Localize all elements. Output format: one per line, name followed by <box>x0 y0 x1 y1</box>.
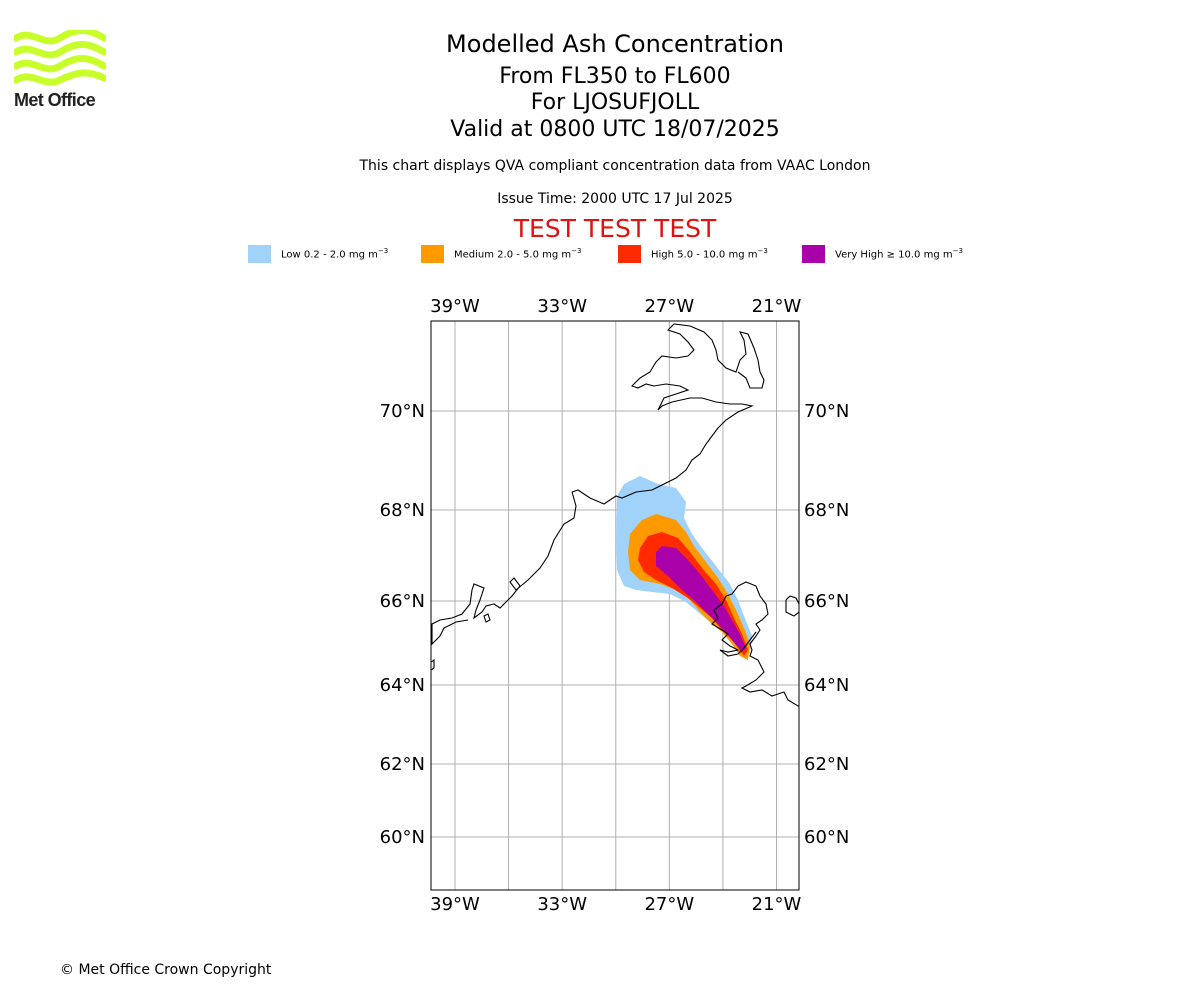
lat-tick-label: 60°N <box>380 827 425 848</box>
lon-tick-label: 27°W <box>644 894 694 915</box>
copyright-notice: © Met Office Crown Copyright <box>60 962 272 978</box>
lat-tick-label: 66°N <box>380 591 425 612</box>
lon-tick-label: 21°W <box>752 296 802 317</box>
legend-label-low: Low 0.2 - 2.0 mg m−3 <box>281 247 389 261</box>
met-office-logo: Met Office <box>12 27 108 112</box>
issue-time: Issue Time: 2000 UTC 17 Jul 2025 <box>497 191 733 207</box>
lat-labels-left: 70°N 68°N 66°N 64°N 62°N 60°N <box>380 401 425 848</box>
legend-swatch-low <box>248 245 271 263</box>
legend-swatch-high <box>618 245 641 263</box>
greenland-southeast-coast <box>431 491 577 646</box>
legend-label-medium: Medium 2.0 - 5.0 mg m−3 <box>454 247 582 261</box>
legend-label-very-high: Very High ≥ 10.0 mg m−3 <box>835 247 963 261</box>
volcano-name: For LJOSUFJOLL <box>530 90 700 115</box>
lon-labels-bottom: 39°W 33°W 27°W 21°W <box>430 894 801 915</box>
lon-labels-top: 39°W 33°W 27°W 21°W <box>430 296 801 317</box>
chart-description: This chart displays QVA compliant concen… <box>359 158 871 174</box>
test-banner: TEST TEST TEST <box>513 214 717 243</box>
lat-tick-label: 62°N <box>804 754 849 775</box>
iceland-northeast-coast <box>785 595 799 617</box>
legend-swatch-medium <box>421 245 444 263</box>
legend-item-high: High 5.0 - 10.0 mg m−3 <box>618 244 768 264</box>
lat-tick-label: 68°N <box>804 500 849 521</box>
flight-levels: From FL350 to FL600 <box>499 64 731 89</box>
legend-item-medium: Medium 2.0 - 5.0 mg m−3 <box>421 244 581 264</box>
legend-item-very-high: Very High ≥ 10.0 mg m−3 <box>802 244 963 264</box>
lat-tick-label: 60°N <box>804 827 849 848</box>
legend-label-high: High 5.0 - 10.0 mg m−3 <box>651 247 768 261</box>
lon-tick-label: 27°W <box>644 296 694 317</box>
greenland-south-tip <box>431 658 435 671</box>
lon-tick-label: 33°W <box>537 296 587 317</box>
met-office-wave-icon <box>12 27 108 86</box>
lat-tick-label: 70°N <box>804 401 849 422</box>
lat-tick-label: 62°N <box>380 754 425 775</box>
lon-tick-label: 39°W <box>430 894 480 915</box>
logo-text: Met Office <box>14 90 96 110</box>
lat-tick-label: 68°N <box>380 500 425 521</box>
lon-tick-label: 33°W <box>537 894 587 915</box>
greenland-east-coast <box>571 323 765 505</box>
lon-tick-label: 21°W <box>752 894 802 915</box>
lat-tick-label: 70°N <box>380 401 425 422</box>
legend-item-low: Low 0.2 - 2.0 mg m−3 <box>248 244 388 264</box>
lat-labels-right: 70°N 68°N 66°N 64°N 62°N 60°N <box>804 401 849 848</box>
lat-tick-label: 64°N <box>380 675 425 696</box>
map-content <box>431 323 799 707</box>
lat-tick-label: 66°N <box>804 591 849 612</box>
greenland-inlet <box>483 613 491 623</box>
iceland-coast <box>711 581 799 707</box>
legend-swatch-very-high <box>802 245 825 263</box>
map-frame <box>430 320 800 891</box>
legend: Low 0.2 - 2.0 mg m−3 Medium 2.0 - 5.0 mg… <box>0 244 1200 264</box>
coastlines <box>431 323 799 707</box>
ash-zone-very-high <box>656 546 746 652</box>
valid-time: Valid at 0800 UTC 18/07/2025 <box>450 117 780 142</box>
lon-tick-label: 39°W <box>430 296 480 317</box>
lat-tick-label: 64°N <box>804 675 849 696</box>
chart-title: Modelled Ash Concentration <box>446 30 784 58</box>
